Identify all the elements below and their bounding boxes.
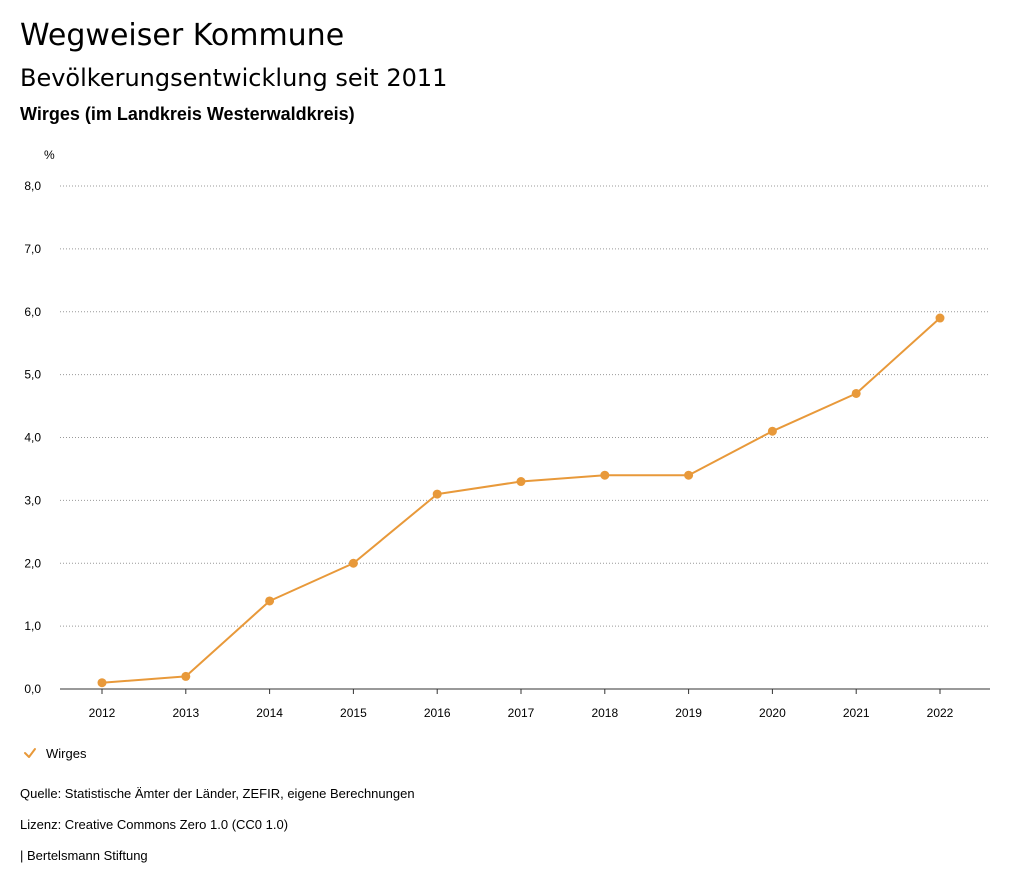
x-tick-label: 2019 [675,706,702,720]
data-point[interactable] [181,671,191,681]
data-point[interactable] [767,426,777,436]
y-tick-label: 1,0 [24,619,41,633]
x-tick-label: 2018 [591,706,618,720]
legend[interactable]: Wirges [22,745,86,761]
data-point[interactable] [516,477,526,487]
x-tick-label: 2016 [424,706,451,720]
data-point[interactable] [348,558,358,568]
data-point[interactable] [265,596,275,606]
y-tick-label: 5,0 [24,368,41,382]
y-tick-label: 2,0 [24,556,41,570]
x-tick-label: 2022 [927,706,954,720]
x-tick-label: 2021 [843,706,870,720]
page-title: Wegweiser Kommune [20,18,345,53]
y-tick-label: 4,0 [24,431,41,445]
source-note: Quelle: Statistische Ämter der Länder, Z… [20,786,415,801]
data-point[interactable] [432,489,442,499]
x-tick-label: 2020 [759,706,786,720]
y-tick-label: 3,0 [24,493,41,507]
grid-lines [60,185,990,627]
data-point[interactable] [97,678,107,688]
license-note: Lizenz: Creative Commons Zero 1.0 (CC0 1… [20,817,289,832]
region-label: Wirges (im Landkreis Westerwaldkreis) [20,104,355,124]
chart-subtitle: Bevölkerungsentwicklung seit 2011 [20,64,448,92]
x-axis: 2012 2013 2014 2015 2016 2017 2018 2019 2020 2021… [60,688,990,720]
organization-note: | Bertelsmann Stiftung [20,848,148,863]
x-tick-label: 2017 [508,706,535,720]
y-axis-unit-label: % [44,148,55,162]
x-tick-label: 2014 [256,706,283,720]
data-point[interactable] [684,470,694,480]
x-tick-label: 2013 [172,706,199,720]
y-axis-ticks: 0,0 1,0 2,0 3,0 4,0 5,0 6,0 7,0 8,0 [24,179,41,696]
y-tick-label: 8,0 [24,179,41,193]
line-chart: 0,01,02,03,04,05,06,07,08,0 % 2012 2013 20… [24,148,990,720]
y-tick-label: 6,0 [24,305,41,319]
data-point[interactable] [851,388,861,398]
data-point[interactable] [600,470,610,480]
series-layer [97,313,945,688]
y-tick-label: 7,0 [24,242,41,256]
y-tick-label: 0,0 [24,682,41,696]
x-tick-label: 2012 [89,706,116,720]
x-tick-label: 2015 [340,706,367,720]
data-point[interactable] [935,313,945,323]
series-line [101,317,941,684]
legend-label-wirges: Wirges [46,745,87,761]
check-icon [24,748,36,758]
